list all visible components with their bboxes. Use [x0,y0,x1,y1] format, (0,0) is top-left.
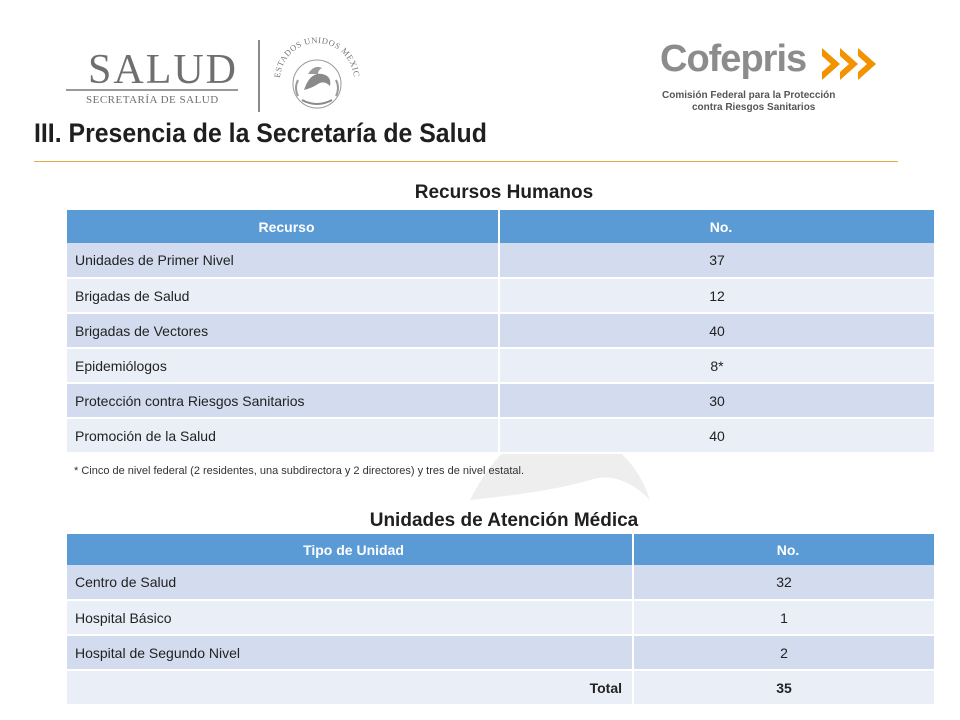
cofepris-arrows-icon [822,48,876,80]
row-label: Brigadas de Salud [67,278,500,314]
cofepris-logo: Cofepris Comisión Federal para la Protec… [660,38,890,118]
salud-logo-rule [66,89,238,91]
row-value: 40 [499,418,934,454]
logo-divider [258,40,260,112]
table-row: Brigadas de Salud 12 [67,278,934,314]
row-label: Epidemiólogos [67,348,500,384]
cofepris-subtitle-line2: contra Riesgos Sanitarios [692,102,816,113]
table-row: Protección contra Riesgos Sanitarios 30 [67,383,934,419]
row-value: 2 [633,635,934,671]
table-row: Centro de Salud 32 [67,565,934,601]
row-label: Unidades de Primer Nivel [67,243,500,279]
cofepris-logo-name: Cofepris [660,38,807,80]
column-header-no: No. [633,534,934,565]
recursos-humanos-table: Recurso No. Unidades de Primer Nivel 37 … [67,210,934,454]
unidades-atencion-title: Unidades de Atención Médica [369,510,639,531]
row-value: 12 [499,278,934,314]
row-value: 32 [633,565,934,601]
table-row: Hospital Básico 1 [67,600,934,636]
row-value: 8* [499,348,934,384]
row-label: Hospital de Segundo Nivel [67,635,634,671]
column-header-tipo-de-unidad: Tipo de Unidad [67,534,634,565]
row-label: Centro de Salud [67,565,634,601]
row-value: 40 [499,313,934,349]
table-row: Hospital de Segundo Nivel 2 [67,635,934,671]
row-value: 1 [633,600,934,636]
recursos-humanos-title: Recursos Humanos [414,182,594,203]
mexican-seal-icon: ESTADOS UNIDOS MEXICANOS [268,30,361,109]
row-label: Protección contra Riesgos Sanitarios [67,383,500,419]
cofepris-subtitle-line1: Comisión Federal para la Protección [662,90,836,101]
salud-logo-subtitle: SECRETARÍA DE SALUD [86,94,219,106]
cofepris-logo-subtitle: Comisión Federal para la Protección cont… [662,90,835,114]
table-row: Epidemiólogos 8* [67,348,934,384]
page-title: III. Presencia de la Secretaría de Salud [34,118,487,148]
salud-logo-name: SALUD [88,47,239,93]
row-value: 37 [499,243,934,279]
table-header-row: Recurso No. [67,210,934,243]
column-header-recurso: Recurso [67,210,500,243]
table-header-row: Tipo de Unidad No. [67,534,934,565]
row-value: 30 [499,383,934,419]
total-value: 35 [633,670,934,706]
row-label: Brigadas de Vectores [67,313,500,349]
title-rule [34,161,898,162]
table-row: Brigadas de Vectores 40 [67,313,934,349]
row-label: Hospital Básico [67,600,634,636]
footnote: * Cinco de nivel federal (2 residentes, … [74,465,525,477]
row-label: Promoción de la Salud [67,418,500,454]
table-row: Promoción de la Salud 40 [67,418,934,454]
total-label: Total [67,670,634,706]
total-row: Total 35 [67,670,934,706]
table-row: Unidades de Primer Nivel 37 [67,243,934,279]
column-header-no: No. [499,210,934,243]
unidades-atencion-table: Tipo de Unidad No. Centro de Salud 32 Ho… [67,534,934,706]
salud-logo: SALUD SECRETARÍA DE SALUD [66,44,238,110]
